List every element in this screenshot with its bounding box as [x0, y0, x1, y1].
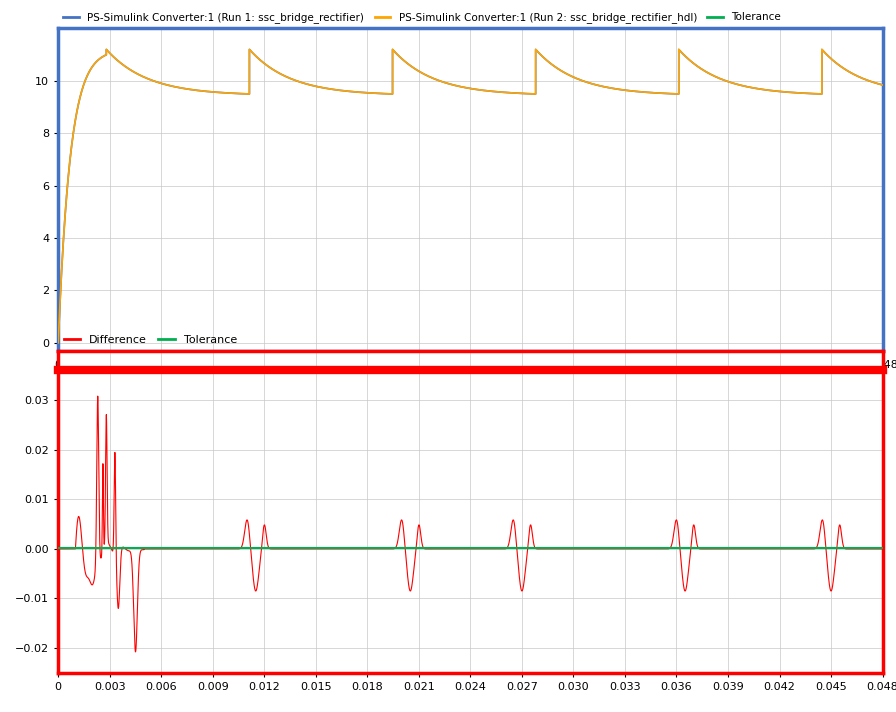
Legend: PS-Simulink Converter:1 (Run 1: ssc_bridge_rectifier), PS-Simulink Converter:1 (: PS-Simulink Converter:1 (Run 1: ssc_brid… — [64, 12, 781, 23]
Legend: Difference, Tolerance: Difference, Tolerance — [64, 335, 237, 345]
